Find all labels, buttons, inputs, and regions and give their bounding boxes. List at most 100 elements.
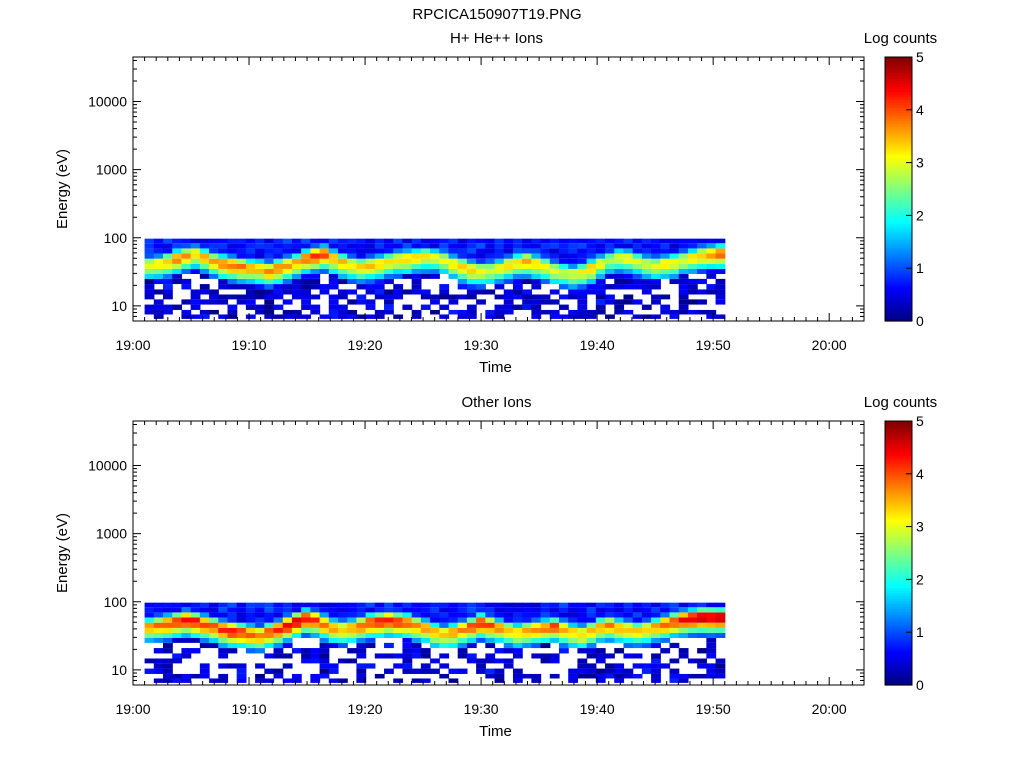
heatmap-cell bbox=[568, 278, 579, 285]
heatmap-cell bbox=[356, 678, 367, 683]
heatmap-cell bbox=[411, 289, 422, 295]
heatmap-cell bbox=[255, 278, 265, 285]
heatmap-cell bbox=[310, 678, 321, 683]
heatmap-cell bbox=[577, 642, 588, 649]
heatmap-cell bbox=[448, 243, 459, 249]
heatmap-cell bbox=[614, 648, 625, 654]
heatmap-cell bbox=[457, 602, 468, 608]
heatmap-cell bbox=[218, 642, 229, 649]
heatmap-cell bbox=[347, 299, 358, 305]
heatmap-cell bbox=[522, 607, 532, 613]
colorbar-segment bbox=[885, 434, 912, 438]
colorbar-segment bbox=[885, 83, 912, 87]
heatmap-cell bbox=[218, 238, 229, 244]
heatmap-cell bbox=[264, 253, 275, 259]
heatmap-cell bbox=[697, 648, 707, 654]
colorbar-segment bbox=[885, 574, 912, 578]
heatmap-cell bbox=[384, 304, 394, 310]
heatmap-cell bbox=[374, 602, 385, 608]
heatmap-cell bbox=[273, 607, 284, 613]
heatmap-cell bbox=[512, 607, 523, 613]
heatmap-cell bbox=[273, 673, 284, 679]
heatmap-cell bbox=[678, 602, 689, 608]
heatmap-cell bbox=[209, 627, 219, 633]
heatmap-cell bbox=[199, 627, 210, 633]
heatmap-cell bbox=[282, 617, 293, 623]
heatmap-cell bbox=[153, 258, 164, 264]
colorbar-tick-label: 2 bbox=[916, 571, 924, 587]
colorbar-segment bbox=[885, 603, 912, 607]
heatmap-cell bbox=[255, 258, 265, 264]
heatmap-cell bbox=[218, 622, 229, 628]
heatmap-cell bbox=[337, 658, 348, 664]
heatmap-cell bbox=[687, 632, 698, 638]
heatmap-cell bbox=[264, 668, 275, 674]
heatmap-cell bbox=[623, 309, 634, 315]
heatmap-cell bbox=[374, 238, 385, 244]
heatmap-cell bbox=[319, 648, 330, 654]
colorbar-segment bbox=[885, 481, 912, 485]
heatmap-cell bbox=[273, 617, 284, 623]
heatmap-cell bbox=[586, 263, 597, 269]
heatmap-cell bbox=[605, 622, 615, 628]
heatmap-cell bbox=[503, 607, 514, 613]
plot-frame bbox=[132, 420, 865, 686]
heatmap-cell bbox=[199, 632, 210, 638]
heatmap-cell bbox=[236, 632, 247, 638]
heatmap-cell bbox=[365, 284, 376, 290]
heatmap-cell bbox=[651, 637, 661, 643]
colorbar-tick-label: 5 bbox=[916, 413, 924, 429]
heatmap-cell bbox=[420, 663, 431, 669]
heatmap-cell bbox=[245, 273, 256, 279]
heatmap-cell bbox=[190, 602, 201, 608]
heatmap-cell bbox=[568, 678, 579, 683]
heatmap-cell bbox=[245, 314, 256, 319]
heatmap-cell bbox=[337, 642, 348, 649]
heatmap-cell bbox=[485, 309, 496, 315]
heatmap-cell bbox=[273, 637, 284, 643]
heatmap-cell bbox=[466, 617, 477, 623]
heatmap-cell bbox=[485, 243, 496, 249]
heatmap-cell bbox=[310, 273, 321, 279]
heatmap-cell bbox=[623, 622, 634, 628]
heatmap-cell bbox=[448, 602, 459, 608]
colorbar-segment bbox=[885, 637, 912, 641]
colorbar-segment bbox=[885, 655, 912, 660]
heatmap-cell bbox=[420, 289, 431, 295]
heatmap-cell bbox=[273, 263, 284, 269]
heatmap-cell bbox=[163, 309, 173, 315]
heatmap-cell bbox=[687, 289, 698, 295]
heatmap-cell bbox=[227, 304, 238, 310]
heatmap-cell bbox=[614, 668, 625, 674]
heatmap-cell bbox=[595, 653, 606, 659]
heatmap-cell bbox=[236, 673, 247, 679]
heatmap-cell bbox=[448, 273, 459, 279]
colorbar-segment bbox=[885, 255, 912, 259]
heatmap-cell bbox=[448, 607, 459, 613]
heatmap-cell bbox=[485, 278, 496, 285]
colorbar-segment bbox=[885, 421, 912, 425]
heatmap-cell bbox=[144, 627, 155, 633]
heatmap-cell bbox=[540, 642, 551, 649]
heatmap-cell bbox=[678, 627, 689, 633]
heatmap-cell bbox=[420, 268, 431, 274]
colorbar-segment bbox=[885, 186, 912, 190]
heatmap-cell bbox=[466, 284, 477, 290]
heatmap-cell bbox=[494, 648, 505, 654]
colorbar-segment bbox=[885, 233, 912, 238]
heatmap-cell bbox=[227, 294, 238, 300]
heatmap-cell bbox=[144, 278, 155, 285]
colorbar-tick-label: 5 bbox=[916, 49, 924, 65]
heatmap-cell bbox=[347, 248, 358, 254]
heatmap-cell bbox=[236, 268, 247, 274]
heatmap-cell bbox=[614, 673, 625, 679]
heatmap-cell bbox=[522, 673, 532, 679]
heatmap-cell bbox=[485, 627, 496, 633]
heatmap-cell bbox=[503, 263, 514, 269]
heatmap-cell bbox=[568, 627, 579, 633]
heatmap-cell bbox=[651, 299, 661, 305]
heatmap-cell bbox=[614, 617, 625, 623]
heatmap-cell bbox=[227, 642, 238, 649]
colorbar-segment bbox=[885, 457, 912, 462]
